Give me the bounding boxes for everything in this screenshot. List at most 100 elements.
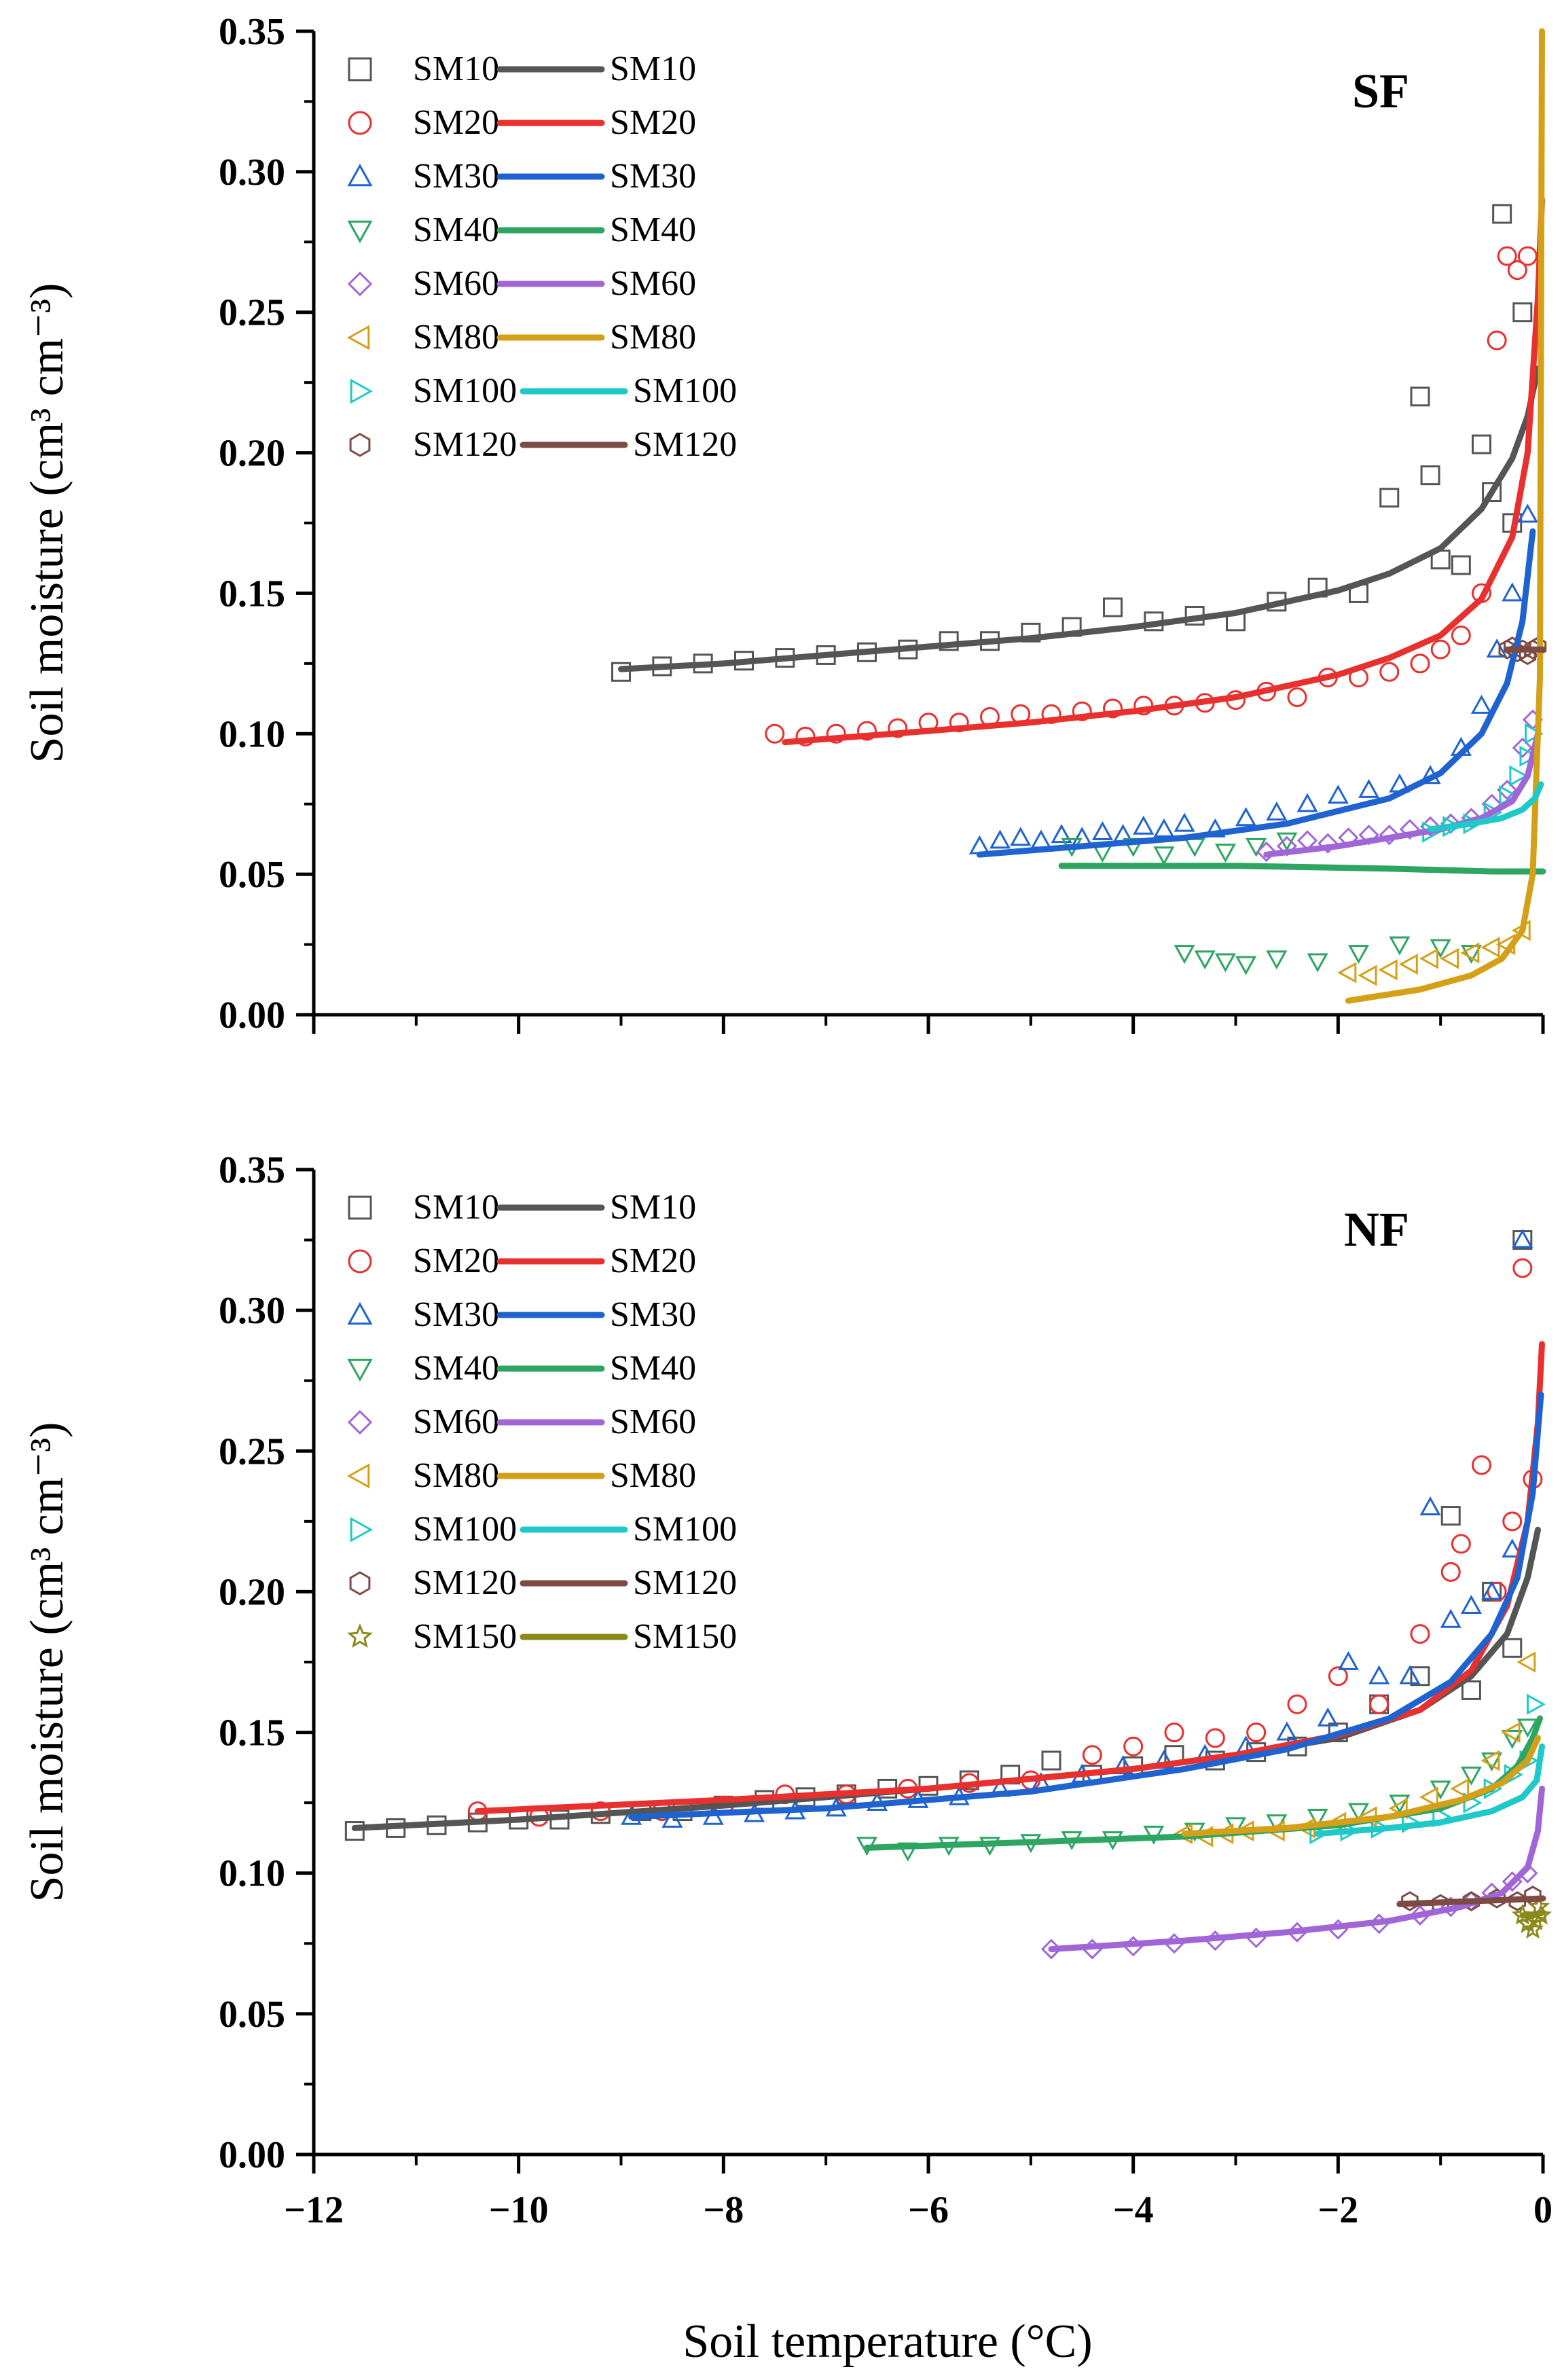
data-point bbox=[1153, 846, 1175, 866]
data-point bbox=[1184, 837, 1205, 857]
legend-label: SM40 bbox=[413, 1349, 499, 1388]
data-point bbox=[1358, 964, 1377, 986]
fit-line-sm40 bbox=[1058, 863, 1546, 875]
data-point bbox=[1378, 959, 1398, 981]
legend-label: SM80 bbox=[413, 1456, 499, 1495]
legend-label: SM30 bbox=[610, 157, 696, 196]
data-point bbox=[1481, 1752, 1503, 1772]
data-point bbox=[1516, 1651, 1536, 1673]
data-point bbox=[1451, 555, 1471, 575]
data-point bbox=[1509, 765, 1529, 787]
data-point bbox=[1307, 953, 1328, 973]
legend-marker bbox=[347, 220, 373, 244]
legend-label: SM40 bbox=[610, 1349, 696, 1388]
data-point bbox=[1266, 950, 1288, 970]
data-point bbox=[1398, 953, 1418, 975]
data-point bbox=[939, 631, 959, 651]
data-point bbox=[1481, 937, 1500, 958]
fit-line-sm10 bbox=[351, 1526, 1541, 1831]
data-point bbox=[1296, 793, 1318, 812]
data-point bbox=[1347, 945, 1370, 964]
legend-label: SM120 bbox=[633, 425, 737, 464]
fit-line-sm60 bbox=[1048, 1785, 1545, 1953]
data-point bbox=[1091, 821, 1113, 840]
data-point bbox=[1512, 1258, 1533, 1278]
data-point bbox=[611, 662, 631, 682]
legend-marker bbox=[346, 1463, 370, 1489]
legend: SM10 SM10 SM20 SM20 SM30 SM30 SM40 SM40 SM60 SM60… bbox=[346, 1188, 737, 1656]
data-point bbox=[1460, 1766, 1482, 1786]
data-point bbox=[1502, 1538, 1523, 1558]
fit-line-sm40 bbox=[864, 1715, 1543, 1851]
legend-label: SM10 bbox=[610, 1188, 696, 1227]
data-point bbox=[1347, 1803, 1370, 1822]
data-point bbox=[1379, 662, 1400, 682]
data-point bbox=[1276, 1721, 1298, 1741]
data-point bbox=[1337, 1651, 1359, 1670]
panel-nf: 0.00 0.05 0.10 0.15 0.20 0.25 0.30 0.35 −12 −10 −8… bbox=[21, 1149, 1552, 2368]
legend-label: SM20 bbox=[413, 103, 499, 142]
data-point bbox=[1235, 807, 1257, 827]
data-point bbox=[1410, 386, 1430, 407]
data-point bbox=[1460, 945, 1482, 964]
series-sm20 bbox=[467, 1258, 1543, 1827]
y-tick-label: 0.05 bbox=[219, 1994, 285, 2036]
legend-marker bbox=[348, 57, 372, 82]
y-tick-label: 0.30 bbox=[219, 1290, 285, 1332]
data-point bbox=[1030, 829, 1052, 849]
legend-label: SM80 bbox=[413, 318, 499, 357]
data-point bbox=[1512, 302, 1533, 323]
data-point bbox=[857, 721, 877, 741]
data-point bbox=[1246, 837, 1267, 857]
data-point bbox=[1287, 1694, 1307, 1714]
legend-marker bbox=[347, 271, 373, 297]
legend-label: SM10 bbox=[610, 50, 696, 88]
legend-label: SM30 bbox=[610, 1295, 696, 1334]
y-tick-label: 0.10 bbox=[219, 713, 285, 755]
data-point bbox=[1516, 1912, 1539, 1933]
data-point bbox=[1419, 1786, 1438, 1808]
fit-line-sm100 bbox=[1314, 1743, 1545, 1837]
data-point bbox=[1358, 778, 1380, 798]
y-axis-label: Soil moisture (cm³ cm⁻³) bbox=[21, 283, 73, 763]
legend-marker bbox=[347, 1623, 373, 1648]
y-tick-label: 0.05 bbox=[219, 854, 285, 896]
y-axis-label: Soil moisture (cm³ cm⁻³) bbox=[21, 1422, 73, 1903]
data-point bbox=[1246, 1723, 1267, 1743]
data-point bbox=[1419, 1496, 1441, 1516]
data-point bbox=[1487, 330, 1507, 350]
data-point bbox=[1492, 204, 1512, 224]
data-point bbox=[1399, 818, 1421, 840]
data-point bbox=[1472, 1455, 1491, 1475]
data-point bbox=[1460, 942, 1480, 964]
data-point bbox=[1486, 638, 1508, 658]
legend-label: SM40 bbox=[610, 211, 696, 249]
y-tick-label: 0.25 bbox=[219, 292, 285, 334]
x-tick-label: −4 bbox=[1113, 2189, 1154, 2231]
data-point bbox=[1317, 1707, 1339, 1727]
legend-label: SM20 bbox=[413, 1242, 499, 1280]
x-tick-label: −2 bbox=[1318, 2189, 1358, 2231]
data-point bbox=[1287, 687, 1307, 708]
data-point bbox=[1266, 801, 1288, 821]
data-point bbox=[1512, 1229, 1533, 1248]
data-point bbox=[1307, 1808, 1328, 1828]
data-point bbox=[1430, 939, 1451, 958]
data-point bbox=[661, 1808, 683, 1828]
data-point bbox=[1379, 825, 1400, 846]
legend-label: SM100 bbox=[633, 1510, 737, 1549]
series-sm20 bbox=[765, 246, 1538, 746]
data-point bbox=[1174, 945, 1195, 964]
data-point bbox=[1420, 465, 1440, 486]
y-tick-label: 0.10 bbox=[219, 1853, 285, 1895]
data-point bbox=[1507, 260, 1527, 281]
data-point bbox=[1235, 956, 1257, 975]
data-point bbox=[1103, 597, 1123, 617]
series-sm10 bbox=[611, 204, 1533, 682]
legend-marker bbox=[348, 1195, 372, 1220]
data-point bbox=[1021, 622, 1041, 643]
data-point bbox=[989, 829, 1011, 849]
legend-label: SM20 bbox=[610, 103, 696, 142]
y-tick-label: 0.20 bbox=[219, 433, 285, 475]
